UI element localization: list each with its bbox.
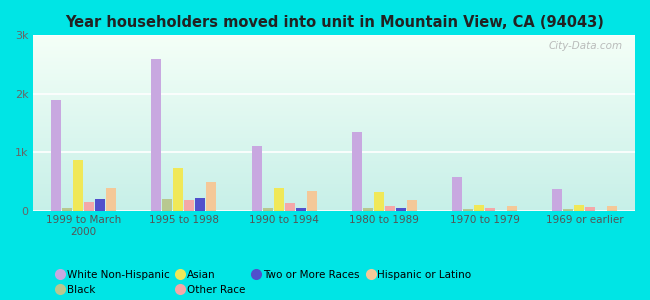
Bar xyxy=(263,208,272,211)
Bar xyxy=(285,203,294,211)
Bar xyxy=(185,200,194,211)
Bar xyxy=(452,177,462,211)
Bar xyxy=(95,200,105,211)
Bar xyxy=(151,59,161,211)
Bar xyxy=(352,132,362,211)
Text: City-Data.com: City-Data.com xyxy=(549,40,623,51)
Bar xyxy=(374,192,383,211)
Bar xyxy=(407,200,417,211)
Bar xyxy=(396,208,406,211)
Bar xyxy=(296,208,306,211)
Bar xyxy=(507,206,517,211)
Bar xyxy=(207,182,216,211)
Bar xyxy=(586,207,595,211)
Bar xyxy=(385,206,395,211)
Title: Year householders moved into unit in Mountain View, CA (94043): Year householders moved into unit in Mou… xyxy=(65,15,604,30)
Bar xyxy=(274,188,283,211)
Bar xyxy=(106,188,116,211)
Bar xyxy=(196,198,205,211)
Bar xyxy=(84,202,94,211)
Bar xyxy=(552,189,562,211)
Bar xyxy=(463,209,473,211)
Bar xyxy=(608,206,617,211)
Bar xyxy=(162,199,172,211)
Bar xyxy=(174,168,183,211)
Bar xyxy=(485,208,495,211)
Bar xyxy=(474,205,484,211)
Bar xyxy=(252,146,261,211)
Bar xyxy=(73,160,83,211)
Bar xyxy=(575,205,584,211)
Bar xyxy=(363,208,373,211)
Legend: White Non-Hispanic, Black, Asian, Other Race, Two or More Races, Hispanic or Lat: White Non-Hispanic, Black, Asian, Other … xyxy=(57,270,471,295)
Bar xyxy=(307,191,317,211)
Bar xyxy=(564,209,573,211)
Bar xyxy=(62,208,72,211)
Bar xyxy=(51,100,61,211)
